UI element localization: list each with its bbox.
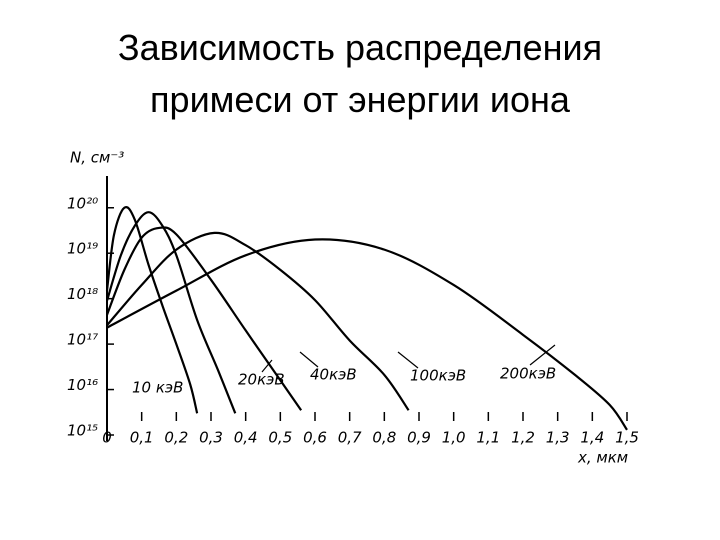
x-tick-label: 0,6 — [303, 429, 327, 447]
y-tick-label: 10¹⁶ — [67, 376, 98, 394]
leader-line — [261, 359, 273, 373]
x-tick-label: 0 — [102, 429, 112, 447]
x-tick-label: 0,3 — [199, 429, 223, 447]
series-label: 200кэВ — [500, 365, 556, 383]
y-tick-label: 10¹⁹ — [67, 240, 98, 258]
chart-title: Зависимость распределения примеси от эне… — [117, 27, 603, 120]
y-tick-label: 10¹⁷ — [67, 331, 98, 349]
leader-line — [299, 351, 319, 368]
x-axis-label: x, мкм — [577, 449, 628, 467]
series-line — [106, 231, 410, 411]
series-label: 100кэВ — [410, 367, 466, 385]
series-line — [106, 238, 628, 431]
y-axis-label: N, см⁻³ — [70, 149, 124, 167]
y-tick-label: 10¹⁵ — [67, 422, 98, 440]
x-tick-label: 1,2 — [511, 429, 535, 447]
x-tick-label: 0,5 — [268, 429, 292, 447]
series-line — [105, 211, 237, 414]
x-tick-label: 1,0 — [442, 429, 466, 447]
y-tick-label: 10²⁰ — [67, 194, 98, 212]
x-tick-label: 0,8 — [372, 429, 396, 447]
leader-line — [529, 344, 556, 366]
x-tick-label: 0,4 — [234, 429, 258, 447]
series-label: 10 кэВ — [132, 379, 183, 397]
series-line — [105, 226, 303, 411]
series-label: 20кэВ — [238, 371, 285, 389]
x-tick-label: 1,5 — [615, 429, 639, 447]
x-tick-label: 0,1 — [130, 429, 154, 447]
series-line — [105, 206, 199, 414]
x-tick-label: 0,7 — [338, 429, 362, 447]
x-tick-label: 1,3 — [546, 429, 570, 447]
leader-line — [397, 351, 419, 369]
y-tick-label: 10¹⁸ — [67, 285, 98, 303]
series-label: 40кэВ — [310, 366, 357, 384]
x-tick-label: 0,9 — [407, 429, 431, 447]
x-tick-label: 1,1 — [476, 429, 500, 447]
x-tick-label: 0,2 — [164, 429, 188, 447]
x-tick-label: 1,4 — [580, 429, 604, 447]
